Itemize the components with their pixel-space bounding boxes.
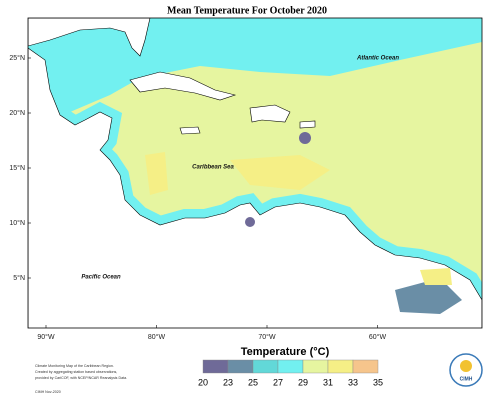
place-label: Caribbean Sea [192,165,234,171]
island [299,120,316,129]
legend-tick-label: 33 [348,377,358,387]
footer-line: Created by aggregating station based obs… [35,370,117,374]
footer: Climate Monitoring Map of the Caribbean … [35,364,127,394]
island [129,71,237,101]
lat-label: 15°N [9,164,25,172]
legend-tick-label: 20 [198,377,208,387]
legend-swatch [302,359,329,374]
land-north [28,18,151,57]
lon-label: 70°W [258,333,276,341]
island [249,104,291,123]
legend-tick-label: 29 [298,377,308,387]
warm-patch [230,155,330,190]
title: Mean Temperature For October 2020 [167,5,327,16]
legend-tick-label: 35 [373,377,383,387]
legend-swatch [202,359,229,374]
lat-label: 20°N [9,109,25,117]
place-label: Pacific Ocean [81,275,121,281]
map-frame [27,17,483,329]
island [179,126,201,135]
warm-patch [145,152,168,195]
footer-line: Climate Monitoring Map of the Caribbean … [35,364,114,368]
legend-swatch [352,359,379,374]
cool-spot [245,217,255,227]
legend-tick-label: 23 [223,377,233,387]
footer-line: CIMH Nov-2020 [35,390,61,394]
lat-label: 10°N [9,219,25,227]
legend-title: Temperature (°C) [241,346,330,358]
logo-text: CIMH [460,376,473,382]
lon-label: 80°W [148,333,166,341]
map-area [28,18,482,328]
legend-swatch [252,359,279,374]
place-label: Atlantic Ocean [356,56,399,62]
legend-swatch [277,359,304,374]
lat-label: 25°N [9,54,25,62]
lon-label: 60°W [369,333,387,341]
legend-tick-label: 31 [323,377,333,387]
logo-sun [460,360,472,372]
legend-tick-label: 27 [273,377,283,387]
warm-patch [420,268,452,285]
legend-tick-label: 25 [248,377,258,387]
legend-swatch [327,359,354,374]
land-south [28,47,482,328]
lat-label: 5°N [13,274,25,282]
cool-patch [395,278,462,314]
legend-swatch [227,359,254,374]
footer-line: provided by CariCOF, with NCEP/NCAR Rean… [35,376,127,380]
lon-label: 90°W [37,333,55,341]
cool-spot [299,132,311,144]
